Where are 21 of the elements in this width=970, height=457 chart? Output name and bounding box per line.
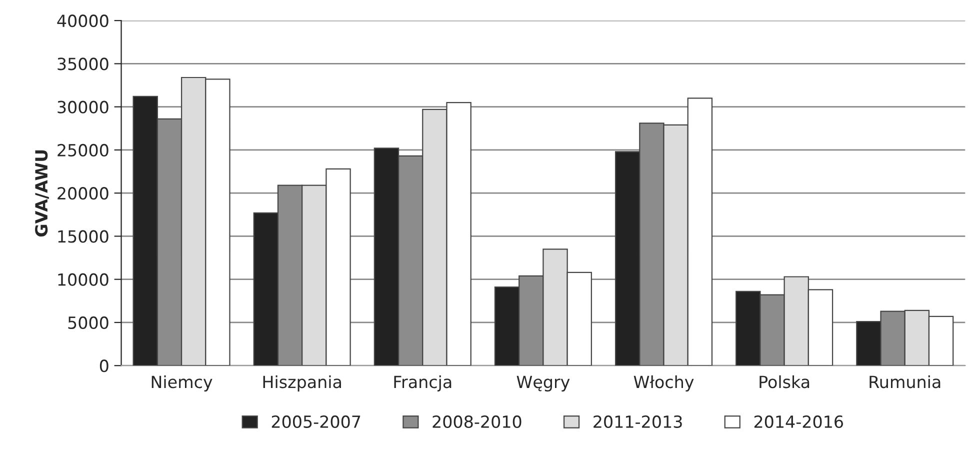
y-tick-label: 35000 <box>58 58 108 70</box>
legend-label: 2008-2010 <box>432 415 522 428</box>
x-tick-label: Francja <box>394 375 452 392</box>
legend-label: 2011-2013 <box>594 415 682 428</box>
y-tick-label: 15000 <box>58 230 108 243</box>
x-tick-label: Rumunia <box>870 375 940 388</box>
y-axis-title: GVA/AWU <box>35 150 49 237</box>
y-tick-label: 40000 <box>57 14 108 28</box>
y-tick-label: 5000 <box>68 316 108 330</box>
y-tick-label: 25000 <box>58 144 108 157</box>
y-tick-label: 0 <box>100 360 108 372</box>
y-tick-label: 30000 <box>58 100 108 114</box>
y-tick-label: 20000 <box>58 187 108 200</box>
legend-label: 2014-2016 <box>754 415 844 428</box>
legend-label: 2005-2007 <box>272 415 360 428</box>
x-tick-label: Hiszpania <box>263 375 341 392</box>
y-tick-label: 10000 <box>58 273 108 286</box>
x-tick-label: Polska <box>760 375 810 388</box>
x-tick-label: Niemcy <box>152 375 212 392</box>
x-tick-label: Włochy <box>634 375 694 392</box>
x-tick-label: Węgry <box>516 376 570 392</box>
